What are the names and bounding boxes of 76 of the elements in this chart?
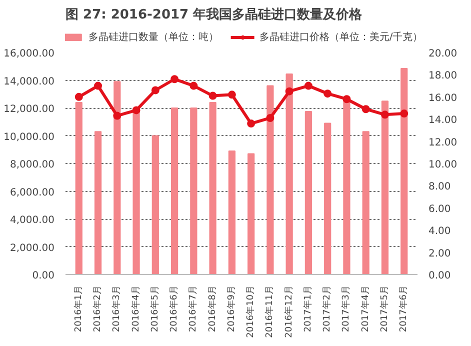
- bar: [400, 68, 408, 274]
- bar: [209, 102, 216, 274]
- y2-tick-label: 4.00: [428, 226, 451, 238]
- y2-tick-label: 0.00: [428, 270, 451, 282]
- y-tick-label: 2,000.00: [10, 242, 54, 254]
- legend-label: 多晶硅进口数量（单位：吨）: [88, 30, 218, 44]
- point: [170, 75, 179, 84]
- x-tick-label: 2017年1月: [302, 285, 314, 332]
- x-tick-label: 2017年5月: [378, 285, 390, 332]
- x-tick-label: 2016年8月: [206, 285, 218, 332]
- y2-tick-label: 6.00: [428, 204, 451, 215]
- point: [400, 110, 408, 118]
- y2-tick-label: 10.00: [428, 160, 458, 170]
- bar: [114, 81, 121, 274]
- bar: [132, 110, 140, 274]
- x-tick-label: 2017年2月: [322, 285, 333, 332]
- y2-tick-label: 14.00: [428, 115, 458, 126]
- point: [380, 110, 389, 119]
- point: [342, 95, 351, 104]
- bar: [248, 153, 255, 274]
- bar: [324, 122, 332, 274]
- point: [266, 114, 274, 122]
- bar: [152, 135, 159, 274]
- bar: [381, 100, 389, 274]
- x-tick-label: 2016年12月: [283, 285, 294, 338]
- bar: [170, 108, 178, 274]
- y2-tick-label: 16.00: [428, 92, 458, 104]
- x-tick-label: 2017年6月: [398, 285, 410, 332]
- y-tick-label: 10,000.00: [4, 132, 55, 143]
- bar: [75, 102, 82, 274]
- x-tick-label: 2017年4月: [360, 285, 371, 332]
- y-tick-label: 0.00: [32, 270, 54, 282]
- bar: [94, 131, 102, 274]
- y-tick-label: 14,000.00: [4, 76, 55, 88]
- y-tick-label: 12,000.00: [4, 104, 55, 115]
- point: [247, 120, 256, 128]
- bar: [304, 110, 312, 274]
- bar: [286, 74, 293, 274]
- bar: [190, 108, 198, 274]
- point: [362, 105, 370, 114]
- point: [151, 86, 160, 94]
- point: [190, 82, 198, 90]
- y-tick-label: 6,000.00: [10, 187, 54, 198]
- y-tick-label: 4,000.00: [10, 215, 54, 226]
- x-tick-label: 2016年7月: [188, 285, 199, 332]
- chart-title: 图 27: 2016-2017 年我国多晶硅进口数量及价格: [66, 6, 364, 22]
- point: [228, 90, 236, 99]
- point: [285, 87, 294, 96]
- point: [324, 90, 332, 98]
- point: [132, 106, 140, 114]
- x-tick-label: 2016年11月: [264, 285, 276, 338]
- y2-tick-label: 12.00: [428, 137, 458, 148]
- point: [208, 92, 217, 100]
- x-tick-label: 2016年1月: [72, 285, 84, 332]
- x-tick-label: 2016年10月: [245, 285, 256, 338]
- point: [74, 92, 83, 101]
- y-tick-label: 8,000.00: [10, 160, 54, 170]
- bar: [362, 131, 370, 274]
- x-tick-label: 2016年9月: [226, 285, 237, 332]
- point: [304, 82, 312, 90]
- x-tick-label: 2016年5月: [149, 285, 160, 332]
- x-tick-label: 2016年2月: [92, 285, 104, 332]
- y2-tick-label: 18.00: [428, 70, 458, 82]
- y2-tick-label: 2.00: [428, 248, 451, 260]
- bar: [266, 85, 274, 274]
- y2-tick-label: 20.00: [428, 48, 458, 60]
- x-tick-label: 2016年3月: [111, 285, 122, 332]
- y-tick-label: 16,000.00: [4, 48, 55, 60]
- point: [94, 82, 102, 90]
- x-tick-label: 2016年4月: [130, 285, 142, 332]
- y2-tick-label: 8.00: [428, 182, 451, 193]
- legend-label: 多晶硅进口价格（单位：美元/千克）: [259, 30, 418, 44]
- x-tick-label: 2016年6月: [168, 285, 180, 332]
- point: [113, 112, 122, 120]
- bar: [228, 150, 236, 274]
- x-tick-label: 2017年3月: [340, 285, 352, 332]
